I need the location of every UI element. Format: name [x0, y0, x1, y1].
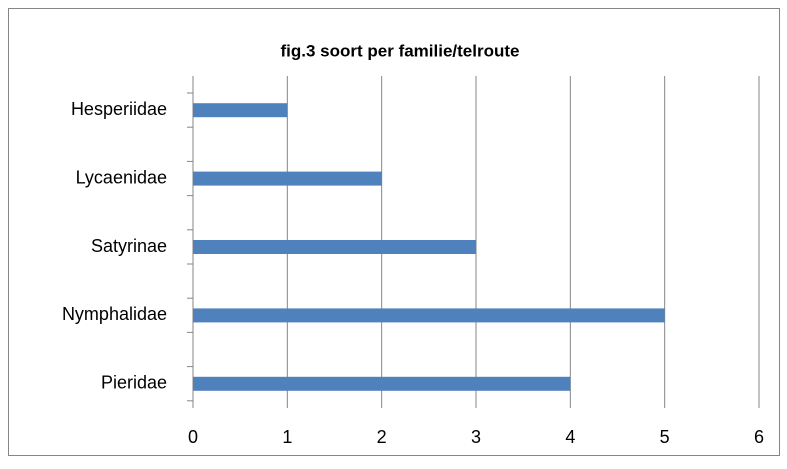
bar: [193, 240, 476, 254]
y-tick-label: Hesperiidae: [71, 99, 167, 119]
y-tick-label: Nymphalidae: [62, 304, 167, 324]
bar: [193, 103, 288, 118]
y-tick-label: Satyrinae: [91, 236, 167, 256]
x-tick-label: 2: [377, 427, 387, 447]
bar: [193, 308, 665, 323]
x-tick-label: 5: [660, 427, 670, 447]
x-tick-label: 6: [754, 427, 764, 447]
x-tick-label: 4: [565, 427, 575, 447]
chart-title: fig.3 soort per familie/telroute: [281, 41, 520, 60]
x-tick-label: 3: [471, 427, 481, 447]
x-tick-label: 1: [282, 427, 292, 447]
y-tick-label: Lycaenidae: [76, 167, 167, 187]
x-tick-label: 0: [188, 427, 198, 447]
bar: [193, 376, 571, 391]
bar: [193, 171, 382, 186]
y-tick-label: Pieridae: [101, 373, 167, 393]
